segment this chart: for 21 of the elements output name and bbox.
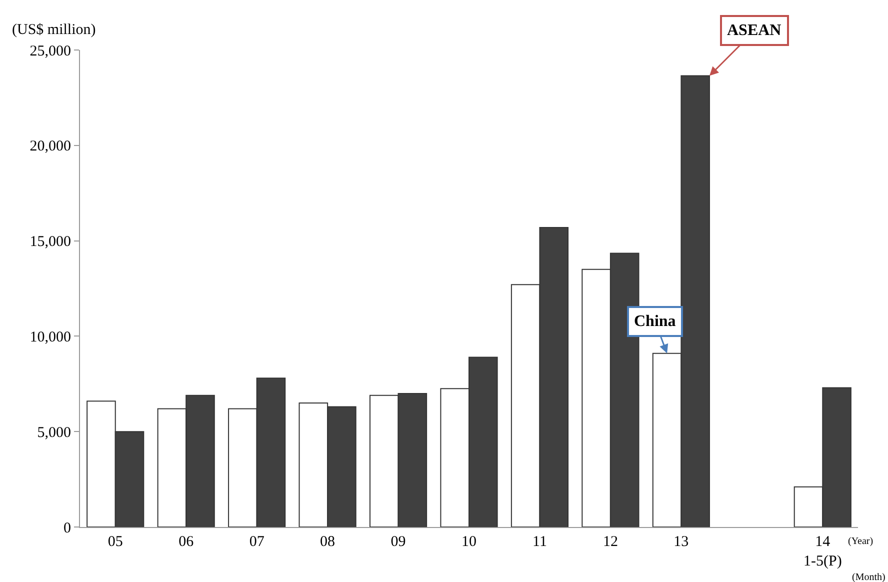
x-tick-label: 14 1-5(P) [803,534,842,570]
x-tick-label: 07 [249,534,265,550]
y-axis-title: (US$ million) [12,22,96,38]
text: (Year) [848,536,874,547]
x-tick-label: 09 [390,534,406,550]
text: ASEAN [727,22,782,39]
x-tick-label: 11 [532,534,547,550]
y-tick-label: 10,000 [30,329,71,346]
x-tick-label: 05 [108,534,123,550]
y-tick-label: 25,000 [30,43,71,60]
y-tick-label: 20,000 [30,138,71,155]
text: (Month) [852,572,886,582]
x-tick-label: 13 [674,534,689,550]
y-tick-label: 0 [64,520,71,536]
x-tick-label: 08 [320,534,336,550]
y-tick-label: 5,000 [37,424,71,441]
x-tick-label: 10 [462,534,476,550]
series-label: China [634,313,676,330]
x-tick-label: 06 [178,534,194,550]
y-tick-label: 15,000 [30,234,71,250]
x-tick-label: 12 [602,534,618,550]
